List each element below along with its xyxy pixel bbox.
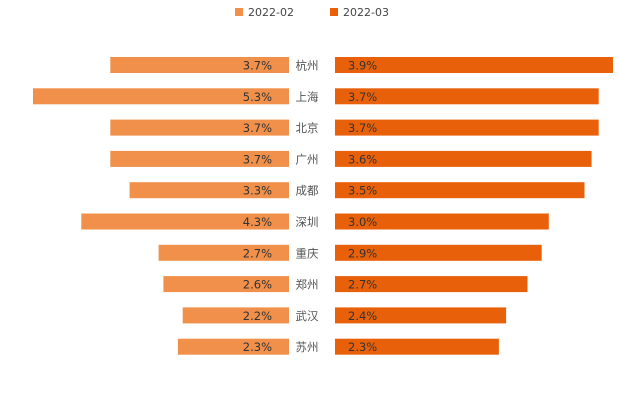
bar-2022-02-1 [33, 88, 289, 105]
bar-2022-02-6 [158, 244, 289, 261]
legend-swatch-2022-02 [235, 8, 243, 16]
legend-label-2022-02: 2022-02 [248, 6, 294, 19]
legend-label-2022-03: 2022-03 [343, 6, 389, 19]
value-label-2022-02-7: 2.6% [243, 278, 272, 292]
legend: 2022-02 2022-03 [235, 6, 389, 19]
category-label-1: 上海 [296, 90, 319, 104]
bar-2022-03-0 [335, 57, 613, 73]
value-label-2022-03-8: 2.4% [348, 309, 377, 323]
value-label-2022-03-0: 3.9% [348, 59, 377, 73]
bar-2022-02-8 [182, 307, 289, 324]
bar-2022-02-9 [177, 338, 289, 355]
value-label-2022-03-6: 2.9% [348, 246, 377, 260]
bar-2022-03-4 [335, 182, 585, 199]
value-label-2022-03-2: 3.7% [348, 121, 377, 135]
bars-group: 3.7% 杭州 3.9% 5.3% 上海 3.7% 3.7% 北京 3.7% 3.7% 广州 3.6%… [33, 57, 613, 355]
category-label-2: 北京 [296, 121, 319, 135]
value-label-2022-02-4: 3.3% [243, 184, 272, 198]
value-label-2022-02-5: 4.3% [243, 215, 272, 229]
bar-2022-03-9 [335, 338, 499, 355]
category-label-7: 郑州 [296, 278, 319, 292]
category-label-6: 重庆 [296, 246, 319, 260]
value-label-2022-02-2: 3.7% [243, 121, 272, 135]
bar-2022-02-3 [110, 150, 289, 167]
category-label-4: 成都 [296, 184, 319, 198]
category-label-3: 广州 [296, 152, 319, 166]
value-label-2022-02-0: 3.7% [243, 59, 272, 73]
value-label-2022-02-1: 5.3% [243, 90, 272, 104]
category-label-5: 深圳 [296, 215, 319, 229]
bar-2022-03-2 [335, 119, 599, 136]
value-label-2022-02-3: 3.7% [243, 152, 272, 166]
bar-2022-02-4 [129, 182, 289, 199]
legend-swatch-2022-03 [330, 8, 338, 16]
bar-2022-03-1 [335, 88, 599, 105]
bar-2022-03-5 [335, 213, 549, 230]
value-label-2022-03-9: 2.3% [348, 340, 377, 354]
bar-2022-03-6 [335, 244, 542, 261]
value-label-2022-02-8: 2.2% [243, 309, 272, 323]
bar-2022-02-7 [163, 276, 289, 293]
value-label-2022-03-7: 2.7% [348, 278, 377, 292]
value-label-2022-03-5: 3.0% [348, 215, 377, 229]
bar-2022-03-7 [335, 276, 528, 293]
bar-2022-02-5 [81, 213, 289, 230]
category-label-9: 苏州 [296, 340, 319, 354]
category-label-0: 杭州 [296, 59, 319, 73]
value-label-2022-03-1: 3.7% [348, 90, 377, 104]
value-label-2022-03-3: 3.6% [348, 152, 377, 166]
category-label-8: 武汉 [296, 309, 319, 323]
value-label-2022-03-4: 3.5% [348, 184, 377, 198]
bar-2022-02-0 [110, 57, 289, 73]
bar-2022-03-8 [335, 307, 507, 324]
value-label-2022-02-6: 2.7% [243, 246, 272, 260]
bar-2022-02-2 [110, 119, 289, 136]
bar-2022-03-3 [335, 150, 592, 167]
value-label-2022-02-9: 2.3% [243, 340, 272, 354]
